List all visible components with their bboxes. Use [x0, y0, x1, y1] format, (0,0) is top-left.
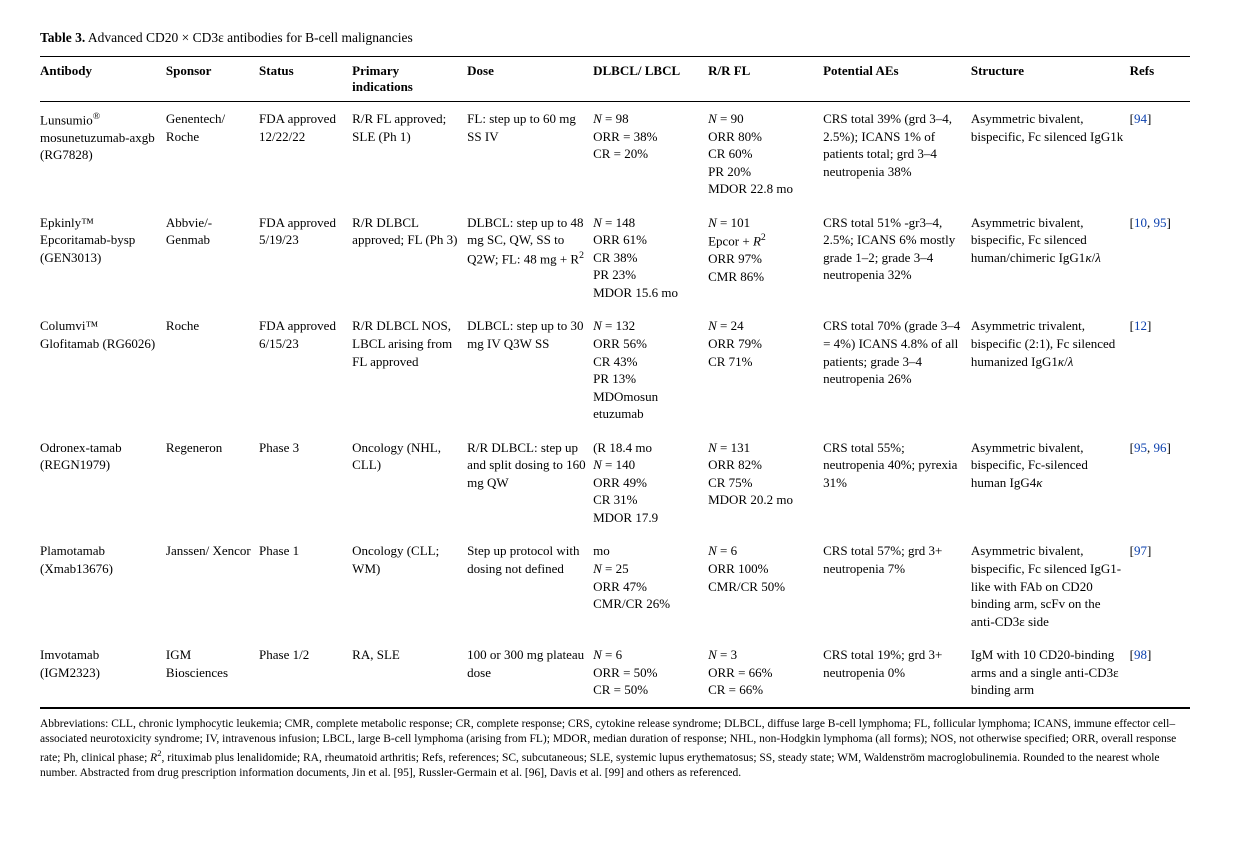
- cell-ae: CRS total 70% (grade 3–4 = 4%) ICANS 4.8…: [823, 309, 971, 430]
- cell-status: Phase 1: [259, 534, 352, 638]
- cell-dose: R/R DLBCL: step up and split dosing to 1…: [467, 431, 593, 535]
- column-header-antibody: Antibody: [40, 57, 166, 102]
- column-header-status: Status: [259, 57, 352, 102]
- cell-rrfl: N = 131ORR 82%CR 75%MDOR 20.2 mo: [708, 431, 823, 535]
- table-row: Odronex-tamab (REGN1979)RegeneronPhase 3…: [40, 431, 1190, 535]
- cell-structure: Asymmetric bivalent, bispecific, Fc sile…: [971, 206, 1130, 310]
- cell-dose: DLBCL: step up to 48 mg SC, QW, SS to Q2…: [467, 206, 593, 310]
- column-header-sponsor: Sponsor: [166, 57, 259, 102]
- table-caption: Table 3. Advanced CD20 × CD3ε antibodies…: [40, 30, 1190, 46]
- column-header-dose: Dose: [467, 57, 593, 102]
- cell-rrfl: N = 101Epcor + R2ORR 97%CMR 86%: [708, 206, 823, 310]
- cell-primary: R/R DLBCL approved; FL (Ph 3): [352, 206, 467, 310]
- cell-ae: CRS total 55%; neutropenia 40%; pyrexia …: [823, 431, 971, 535]
- cell-dose: Step up protocol with dosing not defined: [467, 534, 593, 638]
- cell-status: Phase 1/2: [259, 638, 352, 707]
- cell-primary: RA, SLE: [352, 638, 467, 707]
- cell-antibody: Columvi™ Glofitamab (RG6026): [40, 309, 166, 430]
- column-header-dlbcl: DLBCL/ LBCL: [593, 57, 708, 102]
- cell-dose: FL: step up to 60 mg SS IV: [467, 102, 593, 206]
- cell-sponsor: Regeneron: [166, 431, 259, 535]
- cell-status: FDA approved 5/19/23: [259, 206, 352, 310]
- table-row: Imvotamab (IGM2323)IGM BiosciencesPhase …: [40, 638, 1190, 707]
- cell-primary: R/R FL approved; SLE (Ph 1): [352, 102, 467, 206]
- cell-dlbcl: moN = 25ORR 47%CMR/CR 26%: [593, 534, 708, 638]
- column-header-primary: Primary indications: [352, 57, 467, 102]
- cell-sponsor: Janssen/ Xencor: [166, 534, 259, 638]
- table-row: Lunsumio® mosunetuzumab-axgb (RG7828)Gen…: [40, 102, 1190, 206]
- antibody-table: AntibodySponsorStatusPrimary indications…: [40, 56, 1190, 790]
- cell-sponsor: Roche: [166, 309, 259, 430]
- cell-antibody: Epkinly™ Epcoritamab-bysp (GEN3013): [40, 206, 166, 310]
- table-row: Columvi™ Glofitamab (RG6026)RocheFDA app…: [40, 309, 1190, 430]
- cell-rrfl: N = 24ORR 79%CR 71%: [708, 309, 823, 430]
- cell-structure: Asymmetric trivalent, bispecific (2:1), …: [971, 309, 1130, 430]
- cell-refs: [95, 96]: [1130, 431, 1190, 535]
- cell-structure: Asymmetric bivalent, bispecific, Fc sile…: [971, 102, 1130, 206]
- cell-structure: IgM with 10 CD20-binding arms and a sing…: [971, 638, 1130, 707]
- caption-label: Table 3.: [40, 30, 85, 45]
- column-header-ae: Potential AEs: [823, 57, 971, 102]
- cell-ae: CRS total 19%; grd 3+ neutropenia 0%: [823, 638, 971, 707]
- cell-rrfl: N = 6ORR 100%CMR/CR 50%: [708, 534, 823, 638]
- cell-status: FDA approved 12/22/22: [259, 102, 352, 206]
- column-header-structure: Structure: [971, 57, 1130, 102]
- cell-ae: CRS total 39% (grd 3–4, 2.5%); ICANS 1% …: [823, 102, 971, 206]
- table-row: Epkinly™ Epcoritamab-bysp (GEN3013)Abbvi…: [40, 206, 1190, 310]
- table-row: Plamotamab (Xmab13676)Janssen/ XencorPha…: [40, 534, 1190, 638]
- cell-refs: [98]: [1130, 638, 1190, 707]
- cell-sponsor: IGM Biosciences: [166, 638, 259, 707]
- column-header-rrfl: R/R FL: [708, 57, 823, 102]
- cell-rrfl: N = 90ORR 80%CR 60%PR 20%MDOR 22.8 mo: [708, 102, 823, 206]
- cell-dlbcl: N = 132ORR 56%CR 43%PR 13%MDOmosun etuzu…: [593, 309, 708, 430]
- cell-structure: Asymmetric bivalent, bispecific, Fc-sile…: [971, 431, 1130, 535]
- cell-dose: DLBCL: step up to 30 mg IV Q3W SS: [467, 309, 593, 430]
- cell-antibody: Plamotamab (Xmab13676): [40, 534, 166, 638]
- cell-ae: CRS total 57%; grd 3+ neutropenia 7%: [823, 534, 971, 638]
- cell-refs: [10, 95]: [1130, 206, 1190, 310]
- caption-text: Advanced CD20 × CD3ε antibodies for B-ce…: [88, 30, 413, 45]
- abbreviations: Abbreviations: CLL, chronic lymphocytic …: [40, 708, 1190, 789]
- cell-refs: [94]: [1130, 102, 1190, 206]
- cell-refs: [97]: [1130, 534, 1190, 638]
- cell-primary: Oncology (CLL; WM): [352, 534, 467, 638]
- table-body: Lunsumio® mosunetuzumab-axgb (RG7828)Gen…: [40, 102, 1190, 708]
- cell-refs: [12]: [1130, 309, 1190, 430]
- cell-ae: CRS total 51% -gr3–4, 2.5%; ICANS 6% mos…: [823, 206, 971, 310]
- cell-antibody: Imvotamab (IGM2323): [40, 638, 166, 707]
- cell-dose: 100 or 300 mg plateau dose: [467, 638, 593, 707]
- cell-sponsor: Genentech/ Roche: [166, 102, 259, 206]
- cell-primary: Oncology (NHL, CLL): [352, 431, 467, 535]
- cell-antibody: Lunsumio® mosunetuzumab-axgb (RG7828): [40, 102, 166, 206]
- cell-status: Phase 3: [259, 431, 352, 535]
- cell-dlbcl: N = 148ORR 61%CR 38%PR 23%MDOR 15.6 mo: [593, 206, 708, 310]
- cell-dlbcl: (R 18.4 moN = 140ORR 49%CR 31%MDOR 17.9: [593, 431, 708, 535]
- column-header-refs: Refs: [1130, 57, 1190, 102]
- cell-antibody: Odronex-tamab (REGN1979): [40, 431, 166, 535]
- cell-status: FDA approved 6/15/23: [259, 309, 352, 430]
- cell-dlbcl: N = 6ORR = 50%CR = 50%: [593, 638, 708, 707]
- header-row: AntibodySponsorStatusPrimary indications…: [40, 57, 1190, 102]
- cell-structure: Asymmetric bivalent, bispecific, Fc sile…: [971, 534, 1130, 638]
- cell-rrfl: N = 3ORR = 66%CR = 66%: [708, 638, 823, 707]
- cell-sponsor: Abbvie/- Genmab: [166, 206, 259, 310]
- cell-dlbcl: N = 98ORR = 38%CR = 20%: [593, 102, 708, 206]
- cell-primary: R/R DLBCL NOS, LBCL arising from FL appr…: [352, 309, 467, 430]
- table-wrapper: Table 3. Advanced CD20 × CD3ε antibodies…: [40, 30, 1190, 790]
